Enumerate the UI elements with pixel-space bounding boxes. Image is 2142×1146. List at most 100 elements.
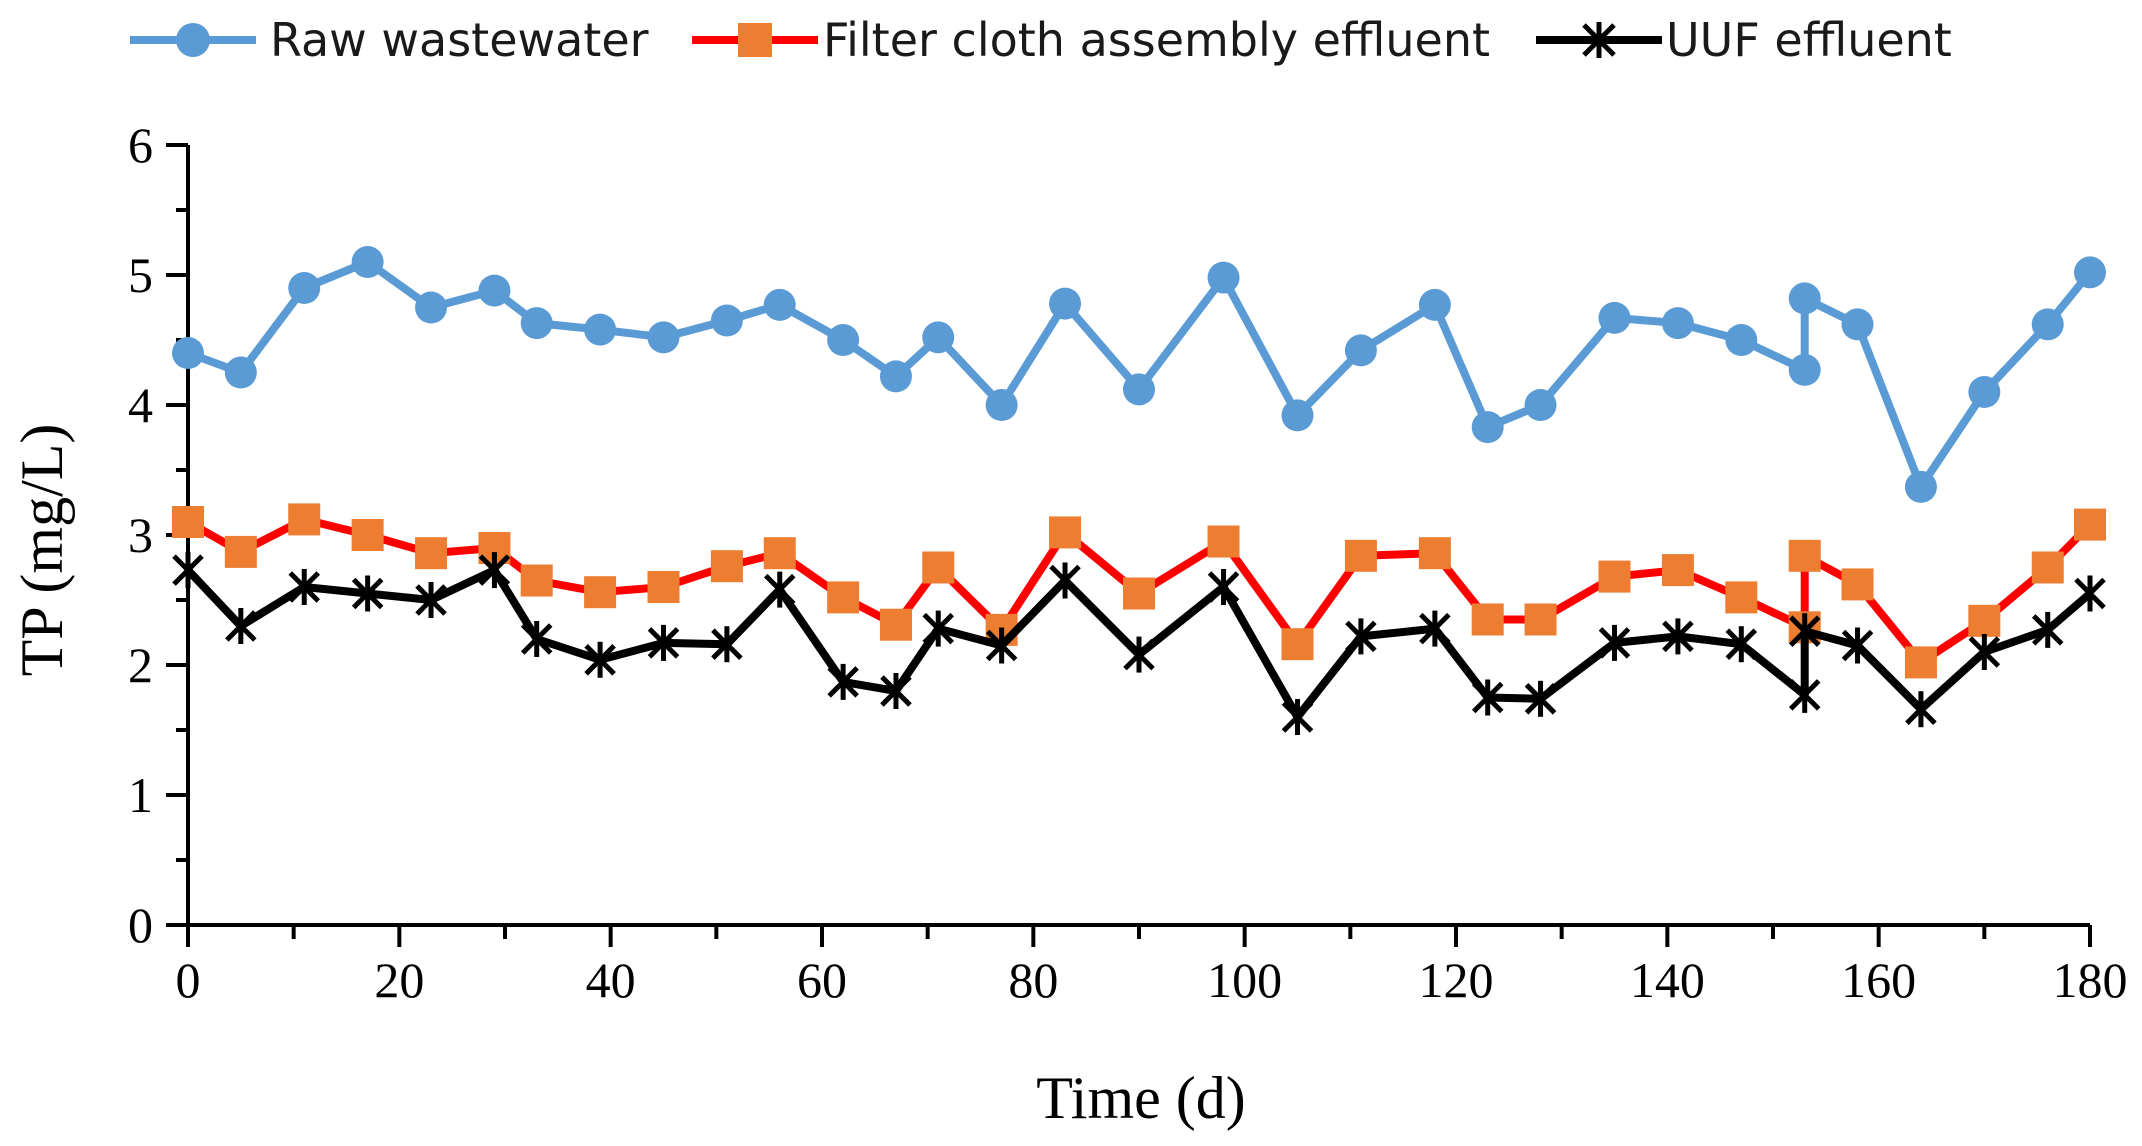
x-tick-label: 0: [176, 952, 201, 1008]
data-point-filter: [1207, 525, 1240, 558]
legend: Raw wastewater Filter cloth assembly eff…: [130, 13, 1952, 67]
data-point-raw: [1207, 261, 1240, 294]
y-tick-label: 6: [128, 117, 153, 173]
data-point-raw: [1418, 288, 1451, 321]
data-point-raw: [1904, 470, 1937, 503]
y-tick-label: 4: [128, 377, 153, 433]
data-point-raw: [288, 272, 321, 304]
data-point-uuf: [1725, 626, 1758, 663]
data-point-filter: [647, 571, 680, 603]
y-axis-title: TP (mg/L): [9, 424, 75, 677]
data-point-filter: [1344, 539, 1377, 572]
data-point-uuf: [1207, 569, 1240, 605]
data-point-raw: [520, 307, 553, 340]
data-point-uuf: [1968, 634, 2001, 670]
data-point-raw: [1841, 308, 1874, 341]
data-point-uuf: [1281, 699, 1314, 735]
data-point-uuf: [1788, 676, 1821, 713]
y-tick-label: 1: [128, 767, 153, 823]
data-point-uuf: [1841, 627, 1874, 664]
data-point-uuf: [478, 552, 511, 589]
data-point-uuf: [288, 569, 321, 605]
data-point-raw: [1524, 389, 1557, 421]
legend-label-raw: Raw wastewater: [270, 13, 649, 67]
data-point-filter: [1841, 568, 1874, 601]
legend-label-filter: Filter cloth assembly effluent: [823, 13, 1490, 67]
x-tick-label: 120: [1419, 952, 1494, 1008]
data-point-filter: [1049, 516, 1082, 549]
data-point-uuf: [763, 571, 796, 608]
data-point-raw: [1788, 282, 1821, 315]
data-point-uuf: [922, 610, 955, 647]
data-point-filter: [2031, 551, 2064, 584]
data-point-raw: [1049, 287, 1082, 320]
data-point-filter: [710, 550, 743, 583]
data-point-uuf: [1662, 618, 1694, 655]
data-point-raw: [172, 337, 204, 369]
data-point-filter: [1968, 604, 2001, 637]
data-point-raw: [351, 246, 384, 278]
data-point-filter: [1788, 539, 1821, 572]
y-tick-label: 5: [128, 247, 153, 303]
x-tick-label: 20: [374, 952, 424, 1008]
data-point-uuf: [2031, 611, 2064, 648]
data-point-filter: [1418, 537, 1451, 570]
data-point-raw: [1725, 324, 1758, 356]
legend-marker-filter: [738, 23, 772, 57]
x-tick-label: 160: [1841, 952, 1916, 1008]
data-point-uuf: [520, 621, 553, 657]
x-tick-label: 100: [1207, 952, 1282, 1008]
data-point-uuf: [172, 552, 204, 589]
x-tick-label: 140: [1630, 952, 1705, 1008]
series-layer: [172, 246, 2106, 735]
data-point-filter: [763, 537, 796, 570]
data-point-raw: [985, 389, 1018, 421]
data-point-raw: [1471, 411, 1504, 444]
data-point-raw: [1968, 376, 2001, 408]
x-axis-title: Time (d): [1036, 1065, 1245, 1131]
data-point-filter: [1471, 603, 1504, 636]
data-point-uuf: [711, 626, 743, 663]
data-point-uuf: [1123, 636, 1155, 673]
data-point-raw: [827, 324, 860, 356]
data-point-filter: [1661, 554, 1694, 587]
data-point-uuf: [584, 641, 616, 678]
data-point-filter: [288, 503, 321, 536]
data-point-filter: [224, 535, 257, 568]
data-point-uuf: [351, 575, 384, 612]
legend-marker-uuf: [1582, 22, 1616, 58]
data-point-raw: [478, 274, 511, 307]
data-point-raw: [584, 313, 617, 346]
data-point-filter: [1524, 603, 1557, 636]
x-tick-label: 180: [2053, 952, 2128, 1008]
data-point-filter: [2074, 508, 2106, 541]
data-point-raw: [922, 321, 955, 354]
data-point-filter: [1904, 646, 1937, 679]
data-point-raw: [879, 360, 912, 393]
y-tick-label: 3: [128, 507, 153, 563]
series-uuf: [172, 552, 2106, 735]
x-tick-label: 80: [1008, 952, 1058, 1008]
data-point-raw: [647, 321, 680, 354]
legend-marker-raw: [176, 23, 210, 57]
data-point-raw: [710, 304, 743, 337]
data-point-filter: [584, 576, 617, 609]
data-point-raw: [1788, 353, 1821, 386]
legend-label-uuf: UUF effluent: [1666, 13, 1952, 67]
data-point-raw: [1344, 334, 1377, 367]
data-point-uuf: [1598, 624, 1631, 661]
data-point-filter: [172, 506, 204, 538]
data-point-raw: [224, 356, 257, 389]
y-tick-label: 2: [128, 637, 153, 693]
data-point-raw: [1598, 301, 1631, 334]
data-point-uuf: [647, 624, 680, 661]
data-point-raw: [1661, 307, 1694, 340]
data-point-raw: [1123, 373, 1155, 406]
data-point-uuf: [1049, 562, 1081, 599]
data-point-raw: [2031, 308, 2064, 341]
data-point-filter: [351, 519, 384, 551]
data-point-uuf: [1524, 680, 1557, 717]
data-point-raw: [2074, 256, 2106, 289]
data-point-filter: [520, 564, 553, 597]
